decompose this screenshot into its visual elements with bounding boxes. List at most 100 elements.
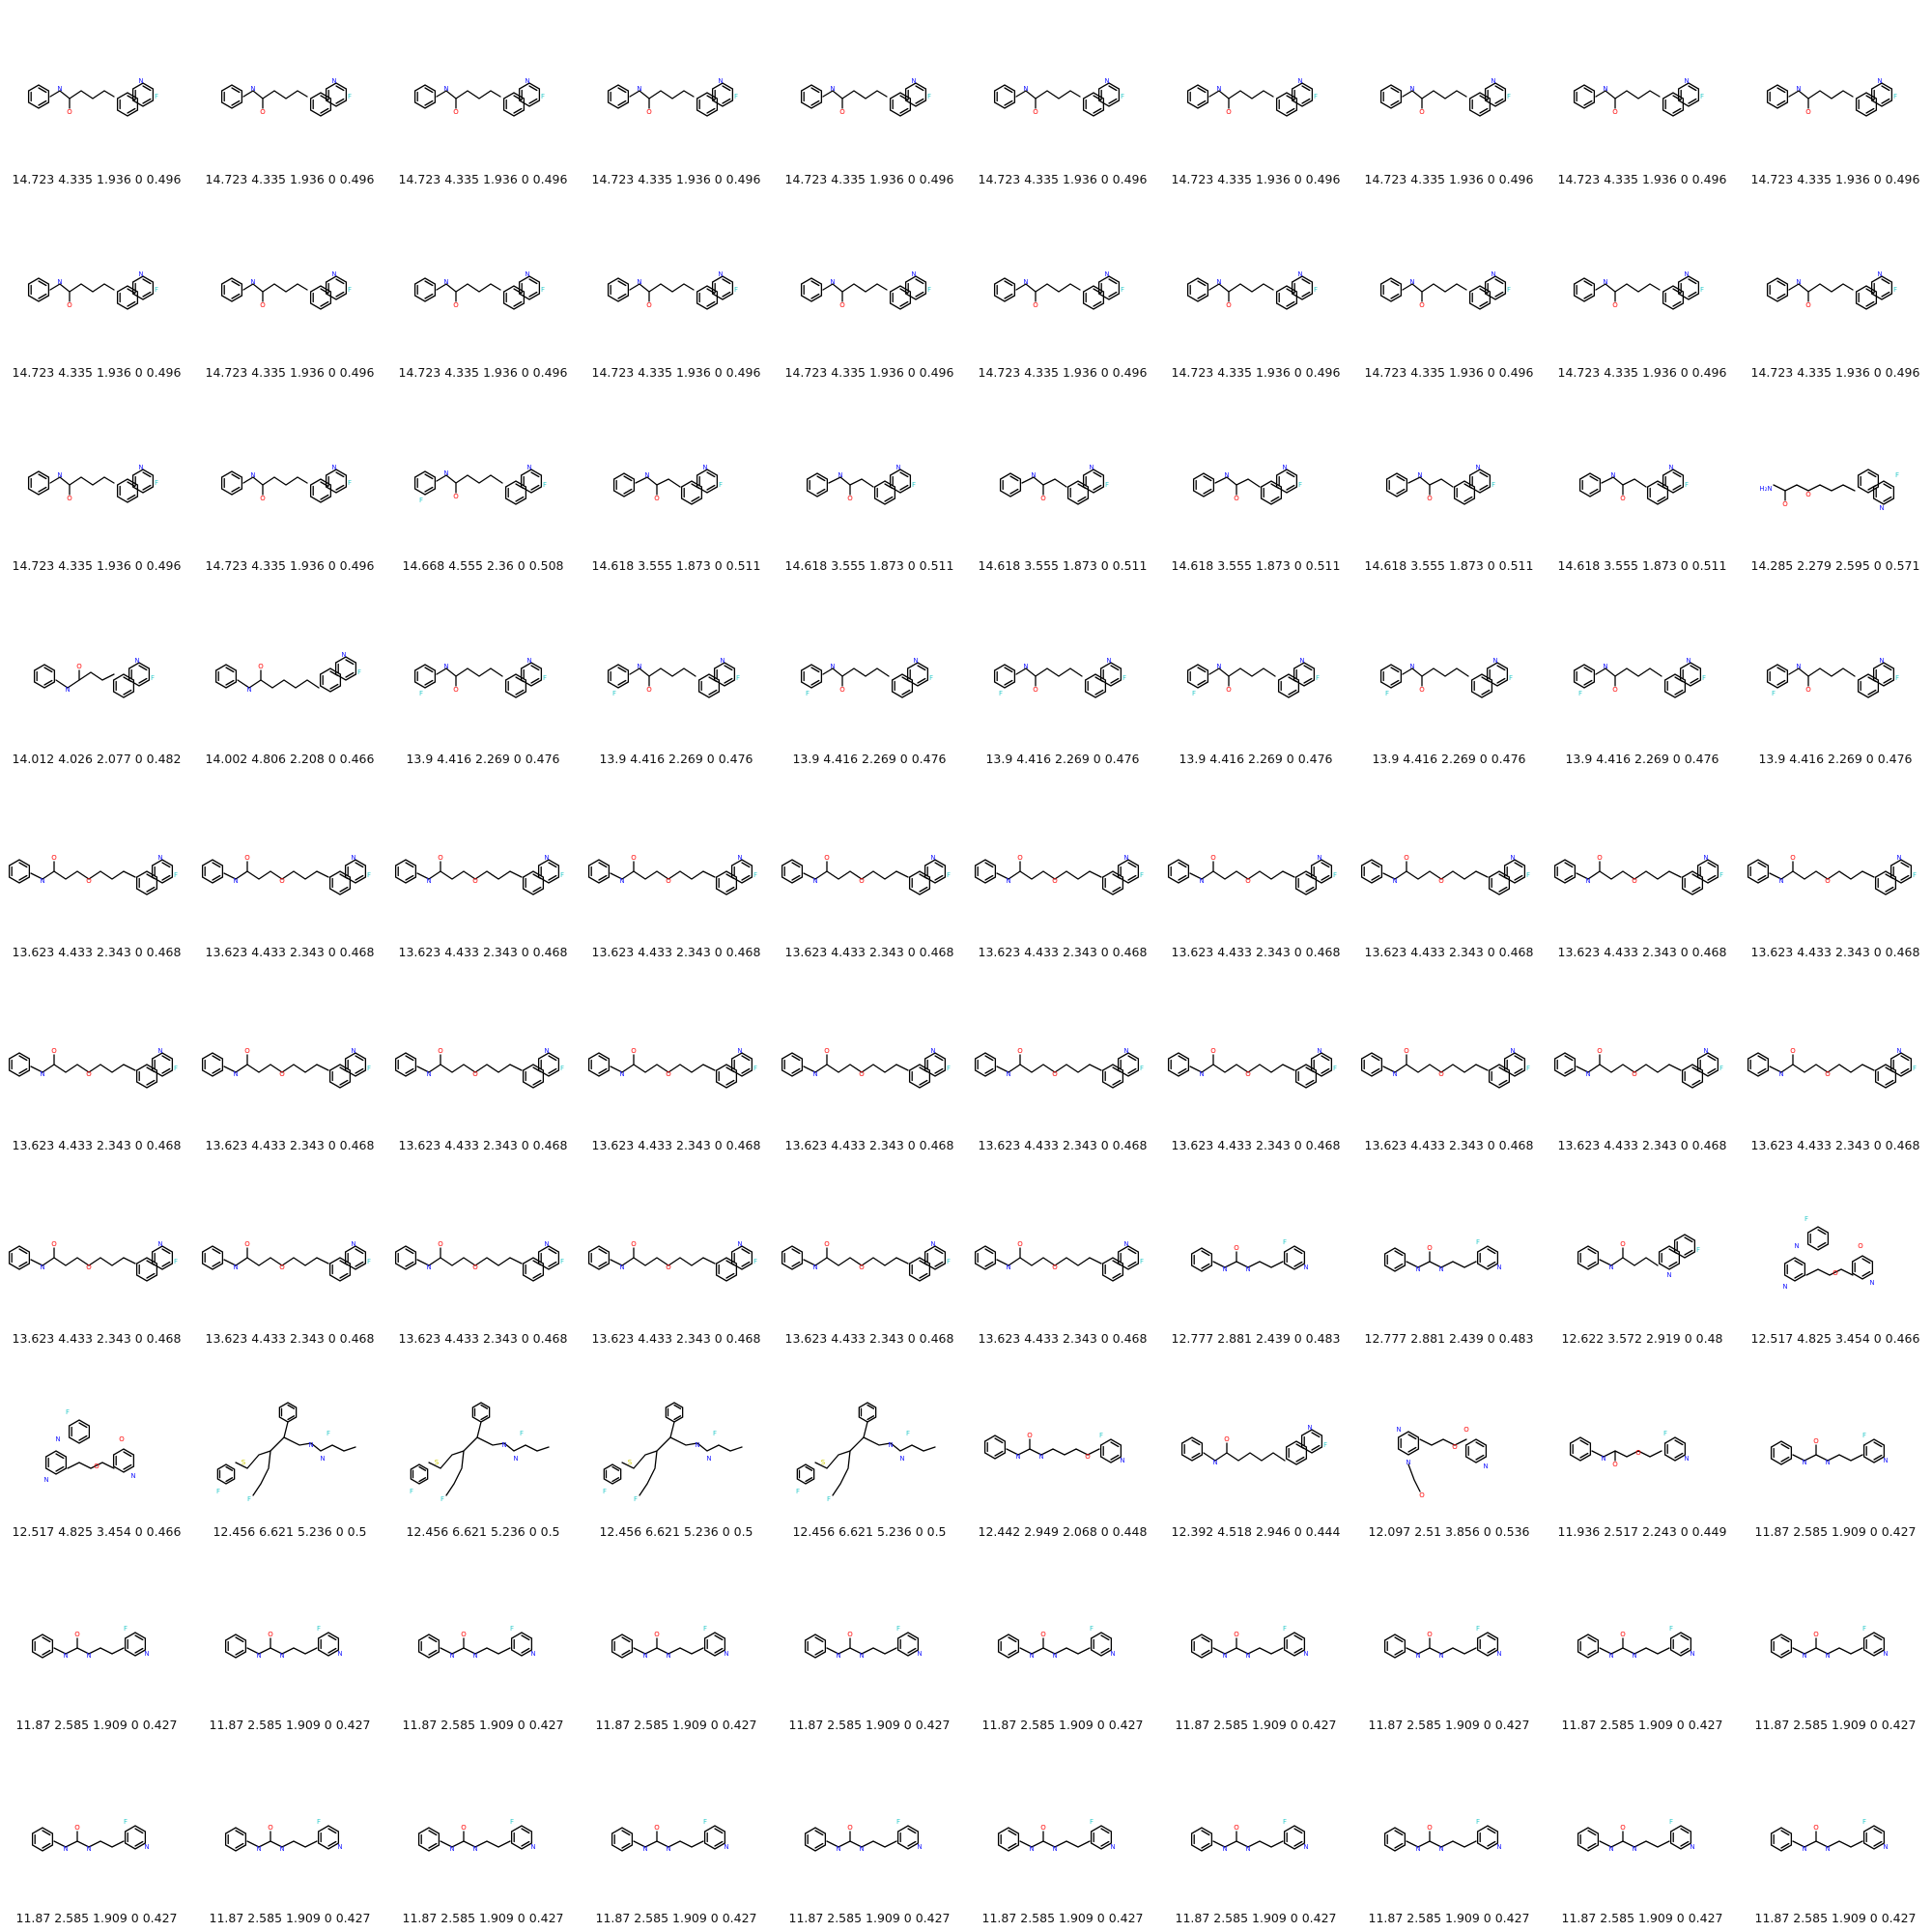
svg-text:O: O [1226, 108, 1232, 116]
svg-text:N: N [256, 1845, 261, 1853]
svg-text:N: N [1632, 1652, 1636, 1660]
molecule-caption: 14.723 4.335 1.936 0 0.496 [1557, 365, 1727, 380]
svg-text:F: F [155, 93, 158, 100]
svg-text:F: F [896, 1625, 900, 1633]
svg-text:N: N [144, 1843, 149, 1851]
molecule-cell: O N F N 14.723 4.335 1.936 0 0.496 [1352, 0, 1546, 193]
svg-text:N: N [1406, 1459, 1410, 1466]
molecule-structure: O N O F N [1747, 1047, 1917, 1089]
molecule-caption: 13.9 4.416 2.269 0 0.476 [1179, 752, 1333, 766]
svg-text:N: N [619, 1070, 624, 1078]
svg-text:O: O [1597, 854, 1603, 862]
svg-text:N: N [1438, 1845, 1443, 1853]
molecule-caption: 14.002 4.806 2.208 0 0.466 [205, 752, 375, 766]
svg-text:N: N [40, 877, 44, 885]
svg-text:O: O [859, 1264, 865, 1271]
molecule-structure: O N N F N [1770, 1818, 1889, 1853]
molecule-caption: 12.777 2.881 2.439 0 0.483 [1364, 1331, 1534, 1346]
molecule-cell: O N F N 14.723 4.335 1.936 0 0.496 [1739, 193, 1932, 386]
svg-text:N: N [917, 1843, 922, 1851]
svg-text:O: O [824, 854, 830, 862]
molecule-caption: 13.623 4.433 2.343 0 0.468 [12, 1138, 182, 1152]
svg-text:N: N [642, 1845, 647, 1853]
molecule-structure: O N O F N [394, 1240, 564, 1282]
molecule-structure: O N N F N [1383, 1818, 1502, 1853]
svg-text:N: N [337, 1650, 342, 1658]
molecule-cell: H₂N O O F N 14.285 2.279 2.595 0 0.571 [1739, 386, 1932, 580]
svg-text:F: F [1895, 471, 1899, 479]
molecule-structure: O N N F N [804, 1625, 923, 1660]
molecule-cell: O N O F N 13.623 4.433 2.343 0 0.468 [193, 773, 386, 966]
molecule-caption: 11.87 2.585 1.909 0 0.427 [981, 1718, 1144, 1732]
svg-text:F: F [367, 871, 371, 879]
molecule-caption: 13.623 4.433 2.343 0 0.468 [1171, 1138, 1341, 1152]
svg-text:F: F [1316, 674, 1320, 682]
molecule-structure: O N O F N [781, 1047, 951, 1089]
molecule-caption: 12.456 6.621 5.236 0 0.5 [213, 1524, 367, 1539]
molecule-cell: O N O F N 13.623 4.433 2.343 0 0.468 [580, 966, 773, 1159]
svg-text:F: F [1719, 1065, 1723, 1072]
molecule-cell: O N O F N 13.623 4.433 2.343 0 0.468 [1546, 773, 1739, 966]
molecule-caption: 12.456 6.621 5.236 0 0.5 [406, 1524, 560, 1539]
svg-text:O: O [1813, 1631, 1819, 1638]
svg-text:O: O [859, 877, 865, 885]
svg-text:N: N [1869, 1279, 1874, 1287]
svg-text:O: O [1858, 1242, 1863, 1250]
molecule-structure: O N F N [33, 657, 155, 698]
molecule-caption: 13.623 4.433 2.343 0 0.468 [205, 1138, 375, 1152]
svg-text:N: N [930, 854, 935, 862]
svg-text:O: O [1813, 1437, 1819, 1445]
svg-text:N: N [1006, 1264, 1010, 1271]
svg-text:N: N [619, 877, 624, 885]
molecule-structure: O N F N [27, 77, 158, 117]
svg-text:F: F [1719, 871, 1723, 879]
svg-text:F: F [1700, 93, 1704, 100]
svg-text:N: N [930, 1047, 935, 1055]
svg-text:F: F [1121, 93, 1124, 100]
molecule-structure: O N N F N [417, 1818, 536, 1853]
molecule-caption: 14.723 4.335 1.936 0 0.496 [12, 558, 182, 573]
molecule-cell: O N F N 14.723 4.335 1.936 0 0.496 [1352, 193, 1546, 386]
molecule-cell: O N O F N 13.623 4.433 2.343 0 0.468 [193, 1159, 386, 1352]
svg-text:O: O [1632, 1070, 1637, 1078]
svg-text:F: F [174, 871, 178, 879]
svg-text:N: N [1123, 1240, 1128, 1248]
molecule-structure: O N O F N [201, 1047, 371, 1089]
svg-text:N: N [1438, 1652, 1443, 1660]
svg-text:O: O [472, 1070, 478, 1078]
molecule-caption: 14.723 4.335 1.936 0 0.496 [1364, 365, 1534, 380]
svg-text:F: F [317, 1625, 321, 1633]
svg-text:F: F [174, 1065, 178, 1072]
svg-text:O: O [654, 1824, 660, 1832]
svg-text:N: N [86, 1845, 91, 1853]
svg-text:N: N [666, 1845, 670, 1853]
molecule-cell: O N N F N 12.777 2.881 2.439 0 0.483 [1352, 1159, 1546, 1352]
svg-text:N: N [666, 1652, 670, 1660]
svg-text:O: O [1427, 1631, 1433, 1638]
svg-text:F: F [151, 674, 155, 682]
svg-text:F: F [827, 1495, 831, 1503]
svg-text:N: N [1409, 85, 1414, 93]
svg-text:F: F [560, 871, 564, 879]
svg-text:F: F [1476, 1238, 1480, 1246]
svg-text:O: O [1027, 1432, 1033, 1439]
molecule-caption: 13.9 4.416 2.269 0 0.476 [1565, 752, 1719, 766]
molecule-structure: O N F N [1385, 464, 1495, 505]
svg-text:F: F [1283, 1238, 1287, 1246]
svg-text:O: O [1825, 877, 1831, 885]
svg-text:N: N [138, 270, 143, 278]
svg-text:N: N [1303, 1650, 1308, 1658]
molecule-structure: O N F N [1192, 464, 1302, 505]
molecule-cell: O N N F N 11.87 2.585 1.909 0 0.427 [1352, 1739, 1546, 1932]
molecule-cell: O N F N 14.723 4.335 1.936 0 0.496 [193, 386, 386, 580]
molecule-caption: 12.517 4.825 3.454 0 0.466 [12, 1524, 182, 1539]
svg-text:O: O [1033, 686, 1038, 694]
svg-text:N: N [449, 1652, 454, 1660]
molecule-structure: O N O F N [1360, 1047, 1530, 1089]
molecule-cell: O N O F N 13.623 4.433 2.343 0 0.468 [966, 966, 1159, 1159]
svg-text:N: N [1023, 663, 1028, 670]
svg-text:O: O [1805, 491, 1811, 498]
molecule-structure: O N F N [800, 270, 931, 310]
svg-text:O: O [1427, 495, 1433, 502]
svg-text:N: N [1802, 1459, 1806, 1466]
